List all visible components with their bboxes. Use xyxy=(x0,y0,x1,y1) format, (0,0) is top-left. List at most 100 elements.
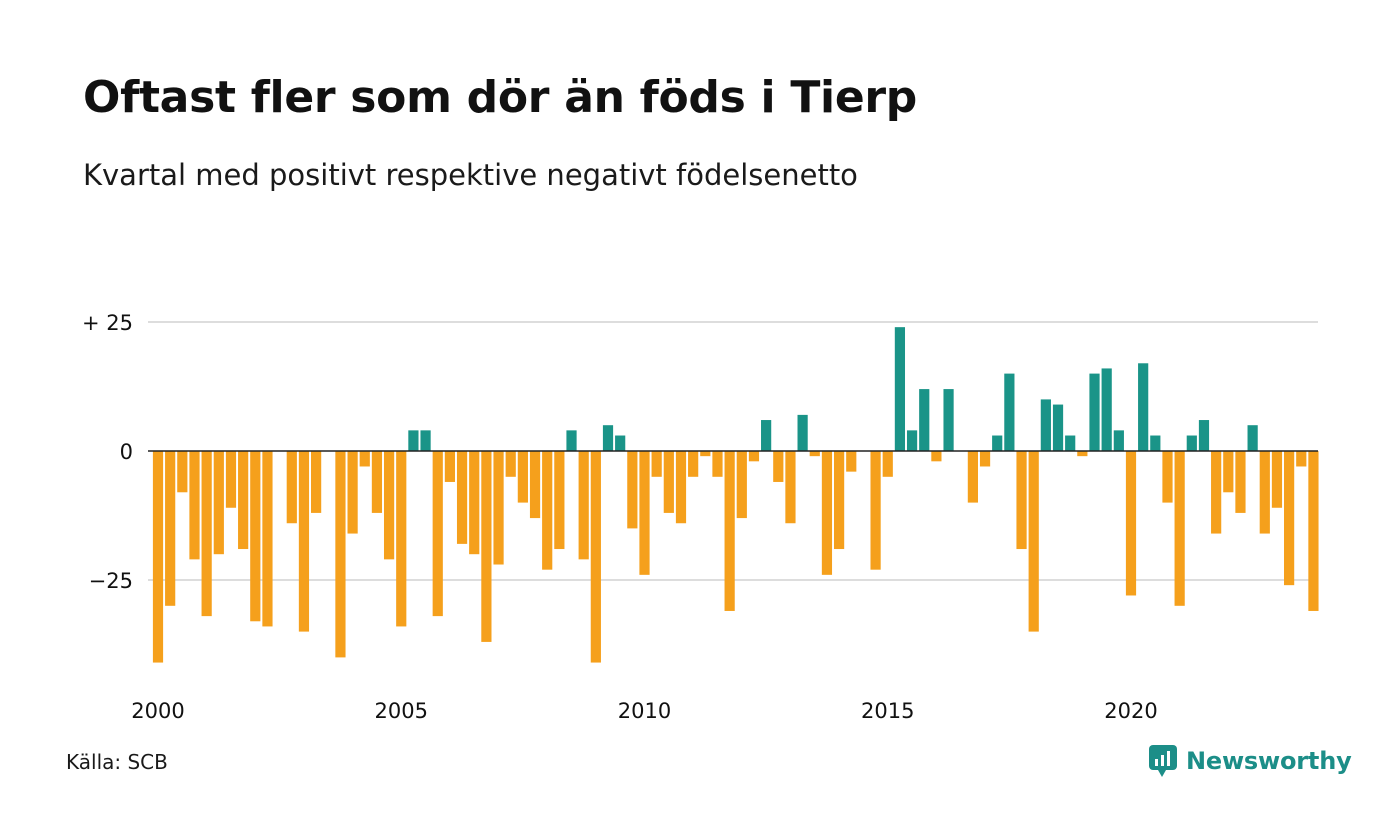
bar-negative xyxy=(651,451,662,477)
bar-negative xyxy=(347,451,358,534)
bar-negative xyxy=(152,451,164,663)
bar-negative xyxy=(1174,451,1185,606)
bar-positive xyxy=(420,430,431,451)
bar-negative xyxy=(517,451,528,503)
bar-negative xyxy=(1016,451,1027,550)
bar-negative xyxy=(1223,451,1234,493)
bar-negative xyxy=(1308,451,1319,611)
bar-chart: + 25 0 −25 2000 2005 2010 2015 2020 xyxy=(82,311,1319,723)
brand-logo: Newsworthy xyxy=(1148,744,1352,778)
bar-negative xyxy=(396,451,407,627)
bars xyxy=(152,327,1319,663)
bar-negative xyxy=(1296,451,1307,467)
bar-negative xyxy=(493,451,504,565)
x-tick-label: 2020 xyxy=(1104,699,1157,723)
bar-positive xyxy=(615,435,626,451)
bar-negative xyxy=(554,451,565,550)
bar-positive xyxy=(797,414,808,451)
bar-negative xyxy=(821,451,833,575)
bar-negative xyxy=(785,451,796,524)
bar-negative xyxy=(809,451,820,457)
bar-negative xyxy=(1125,451,1137,596)
bar-positive xyxy=(1186,435,1197,451)
bar-negative xyxy=(846,451,857,472)
bar-positive xyxy=(1113,430,1124,451)
bar-negative xyxy=(201,451,212,617)
bar-negative xyxy=(469,451,480,555)
bar-positive xyxy=(566,430,577,451)
bar-negative xyxy=(383,451,395,560)
bar-positive xyxy=(1052,404,1064,451)
bar-negative xyxy=(675,451,687,524)
chart-title: Oftast fler som dör än föds i Tierp xyxy=(83,72,917,123)
bar-positive xyxy=(906,430,918,451)
bar-negative xyxy=(505,451,516,477)
bar-negative xyxy=(225,451,237,508)
bar-negative xyxy=(834,451,845,550)
y-tick-label: + 25 xyxy=(82,311,133,335)
bar-positive xyxy=(761,420,772,451)
bar-positive xyxy=(1198,420,1210,451)
bar-negative xyxy=(979,451,991,467)
bar-negative xyxy=(165,451,176,606)
bar-negative xyxy=(542,451,553,570)
bar-negative xyxy=(639,451,650,575)
bar-negative xyxy=(1284,451,1295,586)
bar-negative xyxy=(1028,451,1039,632)
source-note: Källa: SCB xyxy=(66,750,168,774)
bar-negative xyxy=(931,451,942,462)
x-axis-ticks: 2000 2005 2010 2015 2020 xyxy=(131,699,1157,723)
bar-positive xyxy=(1040,399,1051,451)
chart-subtitle: Kvartal med positivt respektive negativt… xyxy=(83,158,858,192)
bar-negative xyxy=(1259,451,1270,534)
bar-negative xyxy=(213,451,224,555)
bar-negative xyxy=(748,451,760,462)
x-tick-label: 2015 xyxy=(861,699,914,723)
y-tick-label: −25 xyxy=(89,569,133,593)
bar-negative xyxy=(359,451,370,467)
bar-negative xyxy=(529,451,541,519)
y-axis-ticks: + 25 0 −25 xyxy=(82,311,133,593)
bar-negative xyxy=(298,451,310,632)
bar-negative xyxy=(712,451,723,477)
bar-positive xyxy=(894,327,906,451)
bar-negative xyxy=(1077,451,1088,457)
bar-positive xyxy=(602,425,614,451)
bar-negative xyxy=(177,451,188,493)
bar-negative xyxy=(262,451,273,627)
bar-negative xyxy=(1211,451,1222,534)
bar-negative xyxy=(432,451,443,617)
bar-negative xyxy=(590,451,601,663)
x-tick-label: 2010 xyxy=(618,699,671,723)
bar-negative xyxy=(578,451,589,560)
bar-negative xyxy=(238,451,249,550)
bar-negative xyxy=(444,451,455,482)
bar-negative xyxy=(700,451,711,457)
bar-negative xyxy=(1271,451,1283,508)
bar-negative xyxy=(870,451,881,570)
bar-positive xyxy=(1089,373,1100,451)
bar-negative xyxy=(481,451,492,642)
brand-name: Newsworthy xyxy=(1186,747,1352,775)
bar-positive xyxy=(408,430,419,451)
bar-positive xyxy=(1138,363,1149,451)
bar-negative xyxy=(286,451,297,524)
bar-negative xyxy=(1162,451,1173,503)
bar-negative xyxy=(250,451,261,622)
bar-negative xyxy=(724,451,735,611)
x-tick-label: 2000 xyxy=(131,699,184,723)
bar-negative xyxy=(967,451,978,503)
newsworthy-logo-icon xyxy=(1149,745,1177,777)
bar-negative xyxy=(189,451,200,560)
bar-negative xyxy=(736,451,747,519)
bar-positive xyxy=(992,435,1003,451)
x-tick-label: 2005 xyxy=(375,699,428,723)
bar-positive xyxy=(1150,435,1161,451)
bar-positive xyxy=(1247,425,1258,451)
bar-negative xyxy=(882,451,893,477)
bar-negative xyxy=(663,451,674,513)
y-tick-label: 0 xyxy=(120,440,133,464)
bar-positive xyxy=(1004,373,1015,451)
bar-negative xyxy=(773,451,784,482)
bar-negative xyxy=(688,451,699,477)
